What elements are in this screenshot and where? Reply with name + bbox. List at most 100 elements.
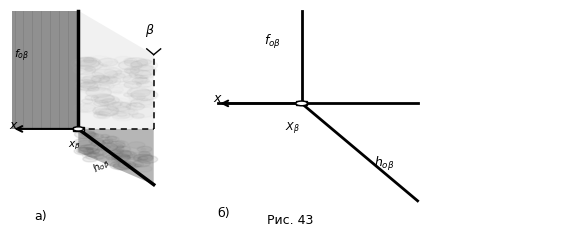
Circle shape [101, 135, 109, 138]
Circle shape [84, 149, 103, 157]
Circle shape [127, 164, 138, 168]
Circle shape [91, 140, 106, 146]
Circle shape [117, 113, 127, 117]
Circle shape [103, 151, 122, 158]
Circle shape [92, 76, 110, 83]
Circle shape [127, 88, 151, 98]
Circle shape [116, 146, 130, 152]
Circle shape [137, 82, 153, 88]
Circle shape [76, 58, 100, 68]
Circle shape [85, 69, 93, 72]
Circle shape [99, 145, 110, 150]
Circle shape [107, 137, 117, 141]
Circle shape [93, 101, 108, 107]
Circle shape [93, 150, 107, 155]
Circle shape [136, 80, 143, 83]
Text: а): а) [34, 210, 47, 222]
Circle shape [76, 141, 97, 149]
Circle shape [74, 148, 93, 155]
Circle shape [95, 96, 119, 106]
Circle shape [86, 88, 111, 98]
Circle shape [139, 157, 148, 160]
Circle shape [115, 155, 130, 162]
Circle shape [89, 139, 104, 145]
Circle shape [84, 59, 94, 63]
Circle shape [102, 65, 107, 67]
Polygon shape [78, 12, 154, 129]
Circle shape [77, 78, 95, 85]
Circle shape [74, 104, 95, 113]
Text: $h_{o\beta}$: $h_{o\beta}$ [374, 154, 394, 172]
Text: $h_{o\beta}$: $h_{o\beta}$ [90, 155, 113, 176]
Circle shape [137, 156, 158, 164]
Circle shape [107, 102, 131, 112]
Circle shape [93, 112, 111, 119]
Circle shape [97, 143, 118, 152]
Circle shape [113, 164, 120, 167]
Circle shape [139, 101, 152, 106]
Circle shape [78, 61, 103, 71]
Circle shape [110, 149, 121, 154]
Circle shape [74, 139, 93, 146]
Circle shape [86, 148, 93, 150]
Circle shape [99, 78, 117, 85]
Circle shape [97, 114, 107, 118]
Circle shape [130, 99, 154, 108]
Text: $x$: $x$ [9, 118, 19, 131]
Circle shape [81, 132, 97, 138]
Circle shape [93, 95, 114, 103]
Circle shape [83, 156, 97, 162]
Text: $f_{o\beta}$: $f_{o\beta}$ [14, 47, 30, 64]
Circle shape [88, 134, 99, 138]
Circle shape [108, 157, 122, 163]
Circle shape [137, 97, 145, 100]
Circle shape [75, 81, 101, 91]
Text: $\beta$: $\beta$ [145, 22, 154, 39]
Circle shape [77, 148, 93, 155]
Circle shape [135, 76, 143, 79]
Circle shape [111, 141, 128, 148]
Circle shape [124, 59, 137, 64]
Text: $x$: $x$ [213, 92, 223, 105]
Circle shape [113, 74, 125, 79]
Circle shape [132, 114, 144, 119]
Circle shape [77, 83, 97, 91]
Circle shape [73, 127, 84, 131]
Circle shape [93, 106, 119, 116]
Circle shape [73, 66, 96, 75]
Circle shape [103, 72, 132, 83]
Circle shape [84, 82, 90, 85]
Circle shape [119, 152, 137, 158]
Circle shape [114, 155, 131, 162]
Circle shape [72, 61, 102, 72]
Circle shape [95, 137, 113, 145]
Circle shape [84, 154, 92, 157]
Circle shape [85, 96, 99, 101]
Circle shape [130, 90, 158, 101]
Circle shape [110, 162, 130, 170]
Text: б): б) [217, 206, 230, 219]
Circle shape [99, 99, 122, 108]
Circle shape [106, 81, 113, 84]
Circle shape [132, 152, 151, 160]
Text: Рис. 43: Рис. 43 [267, 213, 313, 226]
Circle shape [120, 103, 131, 107]
Circle shape [137, 147, 152, 152]
Circle shape [123, 76, 147, 85]
Circle shape [103, 140, 110, 143]
Circle shape [85, 67, 95, 72]
Circle shape [128, 142, 145, 149]
Circle shape [105, 137, 119, 142]
Circle shape [86, 133, 96, 137]
Circle shape [117, 146, 124, 149]
Circle shape [82, 76, 101, 84]
Circle shape [130, 61, 158, 72]
Text: $f_{o\beta}$: $f_{o\beta}$ [264, 33, 281, 51]
Circle shape [112, 112, 130, 119]
Circle shape [129, 104, 137, 107]
Circle shape [135, 79, 148, 84]
Circle shape [97, 85, 110, 90]
Circle shape [135, 164, 142, 167]
Circle shape [106, 155, 118, 160]
Circle shape [126, 163, 130, 165]
